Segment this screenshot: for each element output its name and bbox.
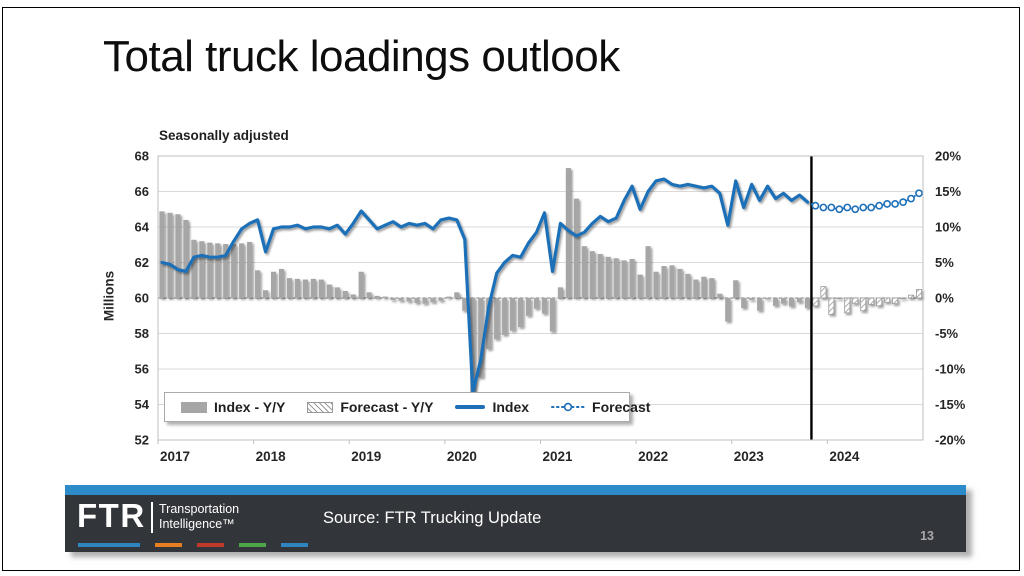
- svg-text:62: 62: [135, 255, 149, 270]
- svg-text:2021: 2021: [542, 449, 573, 464]
- svg-text:2022: 2022: [638, 449, 668, 464]
- footer-bar: FTR Transportation Intelligence™ Source:…: [65, 495, 966, 552]
- page-number: 13: [920, 529, 934, 543]
- svg-text:66: 66: [135, 184, 149, 199]
- svg-text:58: 58: [135, 326, 149, 341]
- legend-label-index: Index: [492, 399, 530, 415]
- legend-swatch-bar-icon: [181, 401, 207, 413]
- svg-text:2023: 2023: [734, 449, 765, 464]
- brand-dash: [155, 543, 182, 547]
- logo-tagline-line1: Transportation: [159, 502, 240, 516]
- legend-item-forecast-yy: Forecast - Y/Y: [307, 399, 433, 415]
- svg-text:2019: 2019: [351, 449, 381, 464]
- svg-text:64: 64: [135, 220, 150, 235]
- brand-dash: [239, 543, 266, 547]
- svg-text:2017: 2017: [160, 449, 190, 464]
- svg-text:5%: 5%: [935, 255, 954, 270]
- brand-dashes: [78, 543, 323, 547]
- svg-text:15%: 15%: [935, 184, 961, 199]
- logo-tagline-line2: Intelligence™: [159, 517, 235, 531]
- svg-text:54: 54: [135, 397, 150, 412]
- slide: Total truck loadings outlook Seasonally …: [2, 7, 1020, 571]
- logo-divider: [151, 502, 153, 533]
- source-text: Source: FTR Trucking Update: [323, 509, 542, 527]
- svg-text:-20%: -20%: [935, 433, 966, 448]
- legend-label-index-yy: Index - Y/Y: [214, 399, 286, 415]
- ftr-logo: FTR: [77, 497, 146, 534]
- chart-svg: 68 66 64 62 60 58 56 54 52 20% 15% 10% 5% 0% -5% -10% -1…: [135, 149, 966, 465]
- svg-text:56: 56: [135, 362, 149, 377]
- legend-swatch-line-icon: [455, 405, 486, 409]
- svg-text:0%: 0%: [935, 291, 954, 306]
- svg-text:2018: 2018: [256, 449, 287, 464]
- svg-text:52: 52: [135, 433, 149, 448]
- svg-text:-10%: -10%: [935, 362, 966, 377]
- legend-swatch-hatch-icon: [307, 401, 334, 413]
- chart-subtitle: Seasonally adjusted: [159, 128, 289, 143]
- footer-accent-strip: [65, 485, 966, 495]
- footer: FTR Transportation Intelligence™ Source:…: [65, 485, 966, 552]
- legend-item-forecast: Forecast: [551, 399, 650, 415]
- chart-legend: Index - Y/Y Forecast - Y/Y Index Forecas…: [164, 392, 650, 422]
- svg-text:-5%: -5%: [935, 326, 959, 341]
- svg-text:2024: 2024: [829, 449, 860, 464]
- brand-dash: [281, 543, 308, 547]
- brand-dash: [78, 543, 140, 547]
- legend-label-forecast: Forecast: [592, 399, 651, 415]
- svg-text:20%: 20%: [935, 149, 961, 164]
- svg-text:2020: 2020: [447, 449, 477, 464]
- svg-text:68: 68: [135, 149, 149, 164]
- logo-tagline: Transportation Intelligence™: [159, 502, 239, 532]
- page-title: Total truck loadings outlook: [103, 32, 620, 81]
- legend-item-index: Index: [455, 399, 529, 415]
- svg-text:-15%: -15%: [935, 397, 966, 412]
- legend-label-forecast-yy: Forecast - Y/Y: [340, 399, 434, 415]
- svg-text:10%: 10%: [935, 220, 961, 235]
- brand-dash: [197, 543, 224, 547]
- legend-item-index-yy: Index - Y/Y: [181, 399, 285, 415]
- legend-swatch-dotted-line-icon: [551, 402, 586, 412]
- svg-text:60: 60: [135, 291, 149, 306]
